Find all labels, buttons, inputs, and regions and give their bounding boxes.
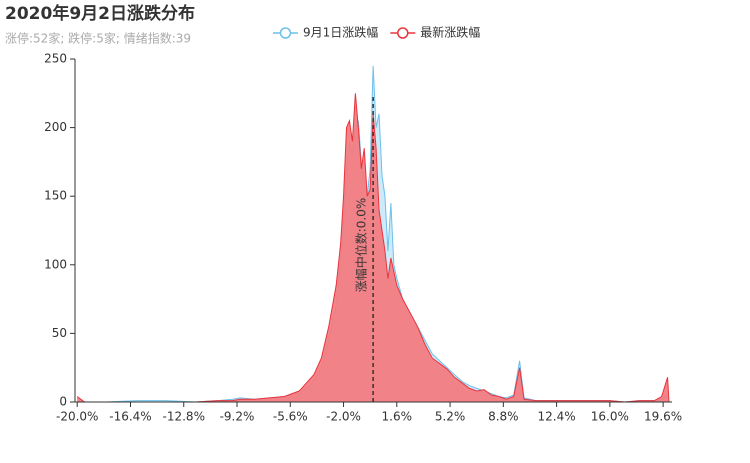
legend-label[interactable]: 最新涨跌幅 [420,25,480,40]
median-label: 涨幅中位数:0.0% [354,198,369,293]
x-tick-label: 19.6% [644,410,682,424]
x-tick-label: -12.8% [163,410,205,424]
x-tick-label: 8.8% [488,410,519,424]
chart-title: 2020年9月2日涨跌分布 [5,3,195,24]
x-tick-label: -20.0% [56,410,98,424]
x-tick-label: -16.4% [109,410,151,424]
legend-icon-marker [397,27,409,39]
area-line [76,93,670,403]
y-tick-label: 0 [59,395,67,409]
x-tick-label: 16.0% [591,410,629,424]
y-tick-label: 150 [44,189,67,203]
x-tick-label: -2.0% [326,410,361,424]
x-tick-label: 12.4% [538,410,576,424]
x-tick-label: -9.2% [220,410,255,424]
y-tick-label: 100 [44,257,67,271]
legend-label[interactable]: 9月1日涨跌幅 [303,25,378,40]
chart-subtitle: 涨停:52家; 跌停:5家; 情绪指数:39 [5,31,191,46]
y-tick-label: 50 [52,326,67,340]
x-tick-label: 5.2% [435,410,466,424]
y-tick-label: 200 [44,120,67,134]
x-tick-label: 1.6% [382,410,413,424]
legend-icon-marker [279,27,292,39]
x-tick-label: -5.6% [273,410,308,424]
y-tick-label: 250 [44,52,67,66]
